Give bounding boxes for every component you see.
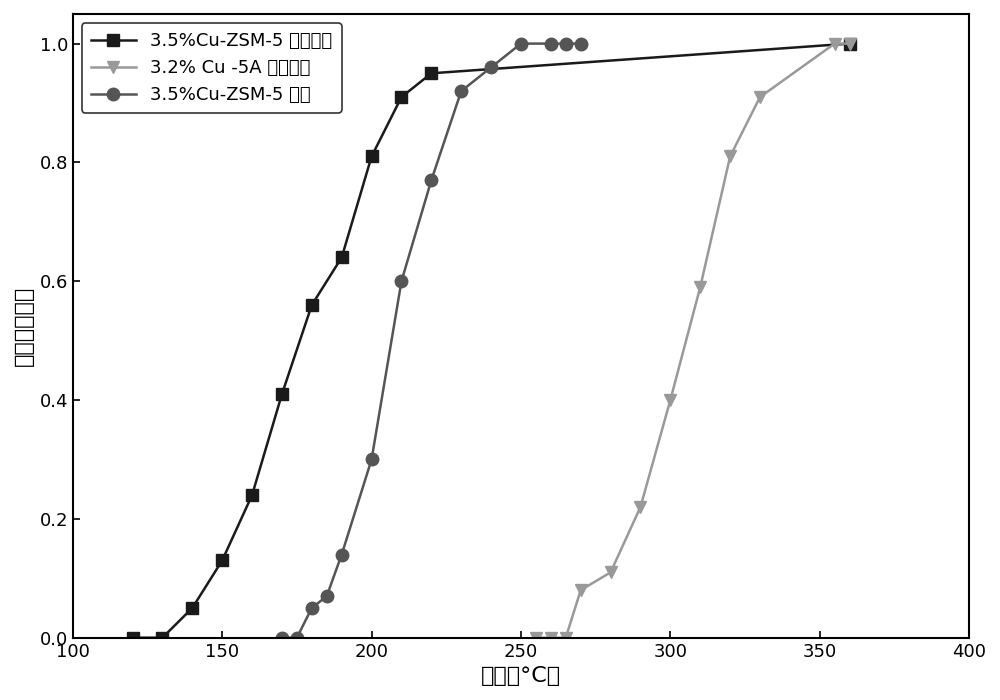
3.5%Cu-ZSM-5 颗粒 [336, 550, 348, 559]
Y-axis label: 异丙醇转化率: 异丙醇转化率 [14, 286, 34, 366]
3.2% Cu -5A 分子筛膜 [530, 634, 542, 642]
3.5%Cu-ZSM-5 颗粒 [455, 87, 467, 95]
Line: 3.5%Cu-ZSM-5 颗粒: 3.5%Cu-ZSM-5 颗粒 [276, 37, 587, 644]
3.2% Cu -5A 分子筛膜 [829, 39, 841, 48]
3.5%Cu-ZSM-5 分子筛膜 [306, 301, 318, 309]
3.5%Cu-ZSM-5 分子筛膜 [246, 491, 258, 499]
3.5%Cu-ZSM-5 分子筛膜 [336, 253, 348, 262]
3.5%Cu-ZSM-5 分子筛膜 [366, 153, 378, 161]
3.5%Cu-ZSM-5 颗粒 [575, 39, 587, 48]
3.5%Cu-ZSM-5 颗粒 [485, 63, 497, 71]
3.2% Cu -5A 分子筛膜 [844, 39, 856, 48]
3.2% Cu -5A 分子筛膜 [634, 503, 646, 511]
3.5%Cu-ZSM-5 分子筛膜 [127, 634, 139, 642]
X-axis label: 温度（°C）: 温度（°C） [481, 666, 561, 686]
3.5%Cu-ZSM-5 分子筛膜 [276, 390, 288, 398]
3.5%Cu-ZSM-5 颗粒 [276, 634, 288, 642]
Line: 3.2% Cu -5A 分子筛膜: 3.2% Cu -5A 分子筛膜 [530, 37, 856, 644]
3.5%Cu-ZSM-5 分子筛膜 [395, 93, 407, 102]
3.5%Cu-ZSM-5 分子筛膜 [844, 39, 856, 48]
3.2% Cu -5A 分子筛膜 [724, 153, 736, 161]
3.2% Cu -5A 分子筛膜 [754, 93, 766, 102]
3.2% Cu -5A 分子筛膜 [605, 568, 617, 577]
3.5%Cu-ZSM-5 颗粒 [366, 455, 378, 463]
3.5%Cu-ZSM-5 颗粒 [515, 39, 527, 48]
3.2% Cu -5A 分子筛膜 [545, 634, 557, 642]
3.2% Cu -5A 分子筛膜 [694, 283, 706, 291]
3.2% Cu -5A 分子筛膜 [560, 634, 572, 642]
3.5%Cu-ZSM-5 分子筛膜 [156, 634, 168, 642]
3.2% Cu -5A 分子筛膜 [575, 586, 587, 594]
3.5%Cu-ZSM-5 分子筛膜 [186, 604, 198, 612]
3.5%Cu-ZSM-5 颗粒 [395, 277, 407, 286]
3.5%Cu-ZSM-5 颗粒 [545, 39, 557, 48]
3.2% Cu -5A 分子筛膜 [664, 396, 676, 405]
3.5%Cu-ZSM-5 分子筛膜 [425, 69, 437, 78]
3.5%Cu-ZSM-5 分子筛膜 [216, 556, 228, 565]
3.5%Cu-ZSM-5 颗粒 [291, 634, 303, 642]
Line: 3.5%Cu-ZSM-5 分子筛膜: 3.5%Cu-ZSM-5 分子筛膜 [126, 37, 856, 644]
3.5%Cu-ZSM-5 颗粒 [560, 39, 572, 48]
Legend: 3.5%Cu-ZSM-5 分子筛膜, 3.2% Cu -5A 分子筛膜, 3.5%Cu-ZSM-5 颗粒: 3.5%Cu-ZSM-5 分子筛膜, 3.2% Cu -5A 分子筛膜, 3.5… [82, 23, 342, 113]
3.5%Cu-ZSM-5 颗粒 [306, 604, 318, 612]
3.5%Cu-ZSM-5 颗粒 [425, 176, 437, 184]
3.5%Cu-ZSM-5 颗粒 [321, 592, 333, 601]
